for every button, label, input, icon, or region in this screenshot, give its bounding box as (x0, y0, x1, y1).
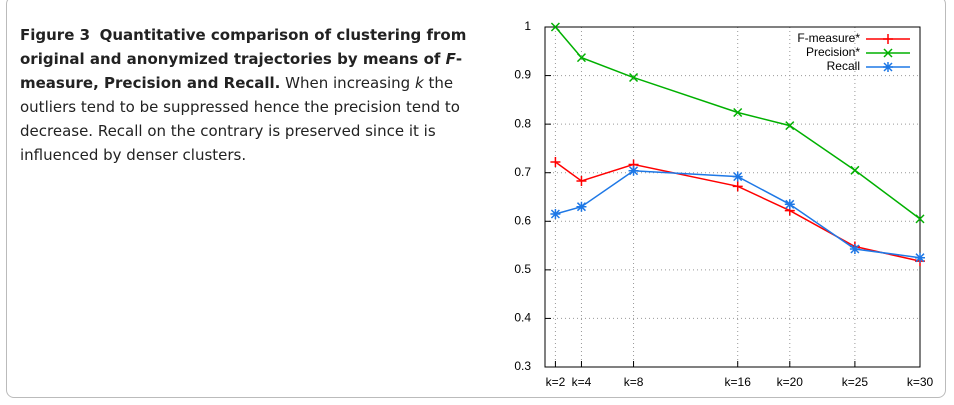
caption-italic: k (415, 74, 424, 92)
x-tick-label: k=25 (842, 375, 869, 389)
caption-text: When increasing (285, 74, 411, 92)
marker (628, 165, 639, 176)
marker (785, 121, 795, 131)
y-tick-label: 0.5 (514, 262, 531, 276)
marker (883, 62, 893, 72)
y-tick-label: 1 (524, 19, 531, 33)
marker (576, 201, 587, 212)
marker (915, 214, 925, 224)
caption-text: Quantitative comparison of clustering fr… (20, 26, 467, 68)
caption: Figure 3 Quantitative comparison of clus… (20, 23, 498, 167)
marker (784, 199, 795, 210)
x-tick-label: k=2 (546, 375, 566, 389)
legend-label: Precision* (806, 45, 860, 59)
figure-frame (6, 0, 946, 398)
x-tick-label: k=16 (725, 375, 752, 389)
marker (849, 243, 860, 254)
plot-border (544, 26, 921, 368)
y-tick-label: 0.7 (514, 165, 531, 179)
marker (576, 175, 587, 186)
caption-italic: F (445, 50, 456, 68)
y-tick-label: 0.4 (514, 311, 531, 325)
marker (576, 53, 586, 63)
caption-text: the outliers tend to be suppressed hence… (20, 74, 460, 164)
y-tick-label: 0.9 (514, 68, 531, 82)
marker (883, 48, 893, 58)
marker (550, 22, 560, 32)
marker (883, 34, 893, 44)
x-tick-label: k=8 (624, 375, 644, 389)
marker (915, 252, 925, 263)
x-tick-label: k=20 (777, 375, 804, 389)
legend-label: Recall (827, 59, 860, 73)
y-tick-label: 0.6 (514, 213, 531, 227)
marker (550, 157, 561, 168)
caption-title: Quantitative comparison of clustering fr… (20, 26, 466, 92)
caption-label: Figure 3 (20, 26, 91, 44)
marker (629, 72, 639, 83)
y-tick-label: 0.8 (514, 116, 531, 130)
x-tick-label: k=30 (907, 375, 934, 389)
caption-text: -measure, Precision and Recall. (20, 50, 463, 92)
marker (732, 181, 743, 192)
marker (733, 107, 743, 118)
marker (732, 171, 743, 182)
y-tick-label: 0.3 (514, 359, 531, 373)
legend-label: F-measure* (797, 31, 860, 45)
marker (550, 209, 561, 219)
x-tick-label: k=4 (572, 375, 592, 389)
marker (850, 165, 860, 175)
